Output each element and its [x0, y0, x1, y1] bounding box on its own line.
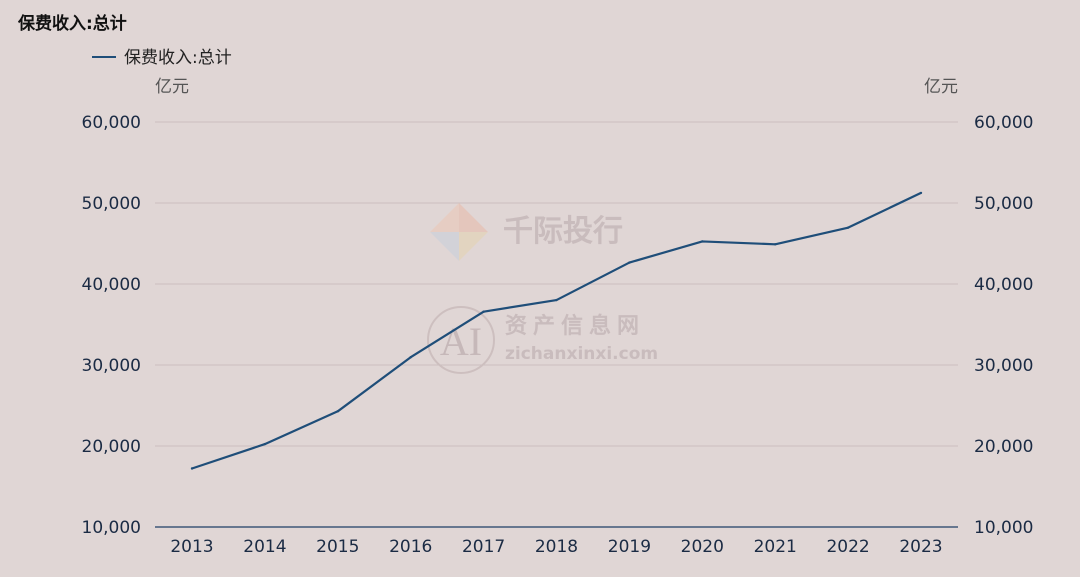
chart-title: 保费收入:总计 [17, 13, 127, 34]
data-point [409, 356, 412, 359]
y-tick-label-left: 30,000 [82, 356, 141, 376]
y-axis-right: 60,000 50,000 40,000 30,000 20,000 10,000 [974, 113, 1033, 538]
y-tick-label-left: 10,000 [82, 518, 141, 538]
watermark-url: zichanxinxi.com [505, 344, 658, 364]
data-point [482, 310, 485, 313]
x-tick-label: 2022 [826, 537, 869, 557]
data-point [263, 442, 267, 446]
data-point [919, 191, 923, 195]
y-tick-label-right: 60,000 [974, 113, 1033, 133]
y-tick-label-right: 20,000 [974, 437, 1033, 457]
y-unit-left: 亿元 [155, 77, 189, 97]
watermark-site-name: 资产信息网 [505, 313, 645, 339]
watermark-ai-circle [427, 306, 495, 374]
y-tick-label-right: 10,000 [974, 518, 1033, 538]
x-tick-label: 2020 [681, 537, 724, 557]
x-axis: 2013 2014 2015 2016 2017 2018 2019 2020 2021 2022… [155, 526, 958, 557]
x-tick-label: 2013 [170, 537, 213, 557]
x-tick-label: 2021 [754, 537, 797, 557]
data-point [555, 298, 558, 302]
x-tick-label: 2016 [389, 537, 432, 557]
watermark-logo-icon [430, 203, 488, 261]
y-tick-label-right: 50,000 [974, 194, 1033, 214]
data-point [701, 240, 704, 243]
gridlines [155, 121, 958, 447]
data-point [774, 243, 777, 246]
x-tick-label: 2023 [899, 537, 942, 557]
x-tick-label: 2015 [316, 537, 359, 557]
data-point [846, 226, 850, 229]
y-tick-label-right: 40,000 [974, 275, 1033, 295]
watermark: 千际投行 AI 资产信息网 zichanxinxi.com [427, 203, 658, 374]
x-tick-label: 2018 [535, 537, 578, 557]
data-point [628, 261, 631, 264]
data-point [190, 467, 194, 470]
y-unit-right: 亿元 [924, 77, 958, 97]
y-axis-left: 60,000 50,000 40,000 30,000 20,000 10,000 [82, 113, 141, 538]
data-point [336, 410, 339, 413]
y-tick-label-left: 50,000 [82, 194, 141, 214]
x-tick-label: 2014 [243, 537, 286, 557]
y-tick-label-left: 20,000 [82, 437, 141, 457]
y-tick-label-left: 60,000 [82, 113, 141, 133]
series-layer [190, 191, 923, 470]
x-tick-label: 2017 [462, 537, 505, 557]
y-tick-label-left: 40,000 [82, 275, 141, 295]
watermark-brand: 千际投行 [503, 214, 623, 249]
legend-label: 保费收入:总计 [124, 48, 232, 68]
x-tick-label: 2019 [608, 537, 651, 557]
y-tick-label-right: 30,000 [974, 356, 1033, 376]
